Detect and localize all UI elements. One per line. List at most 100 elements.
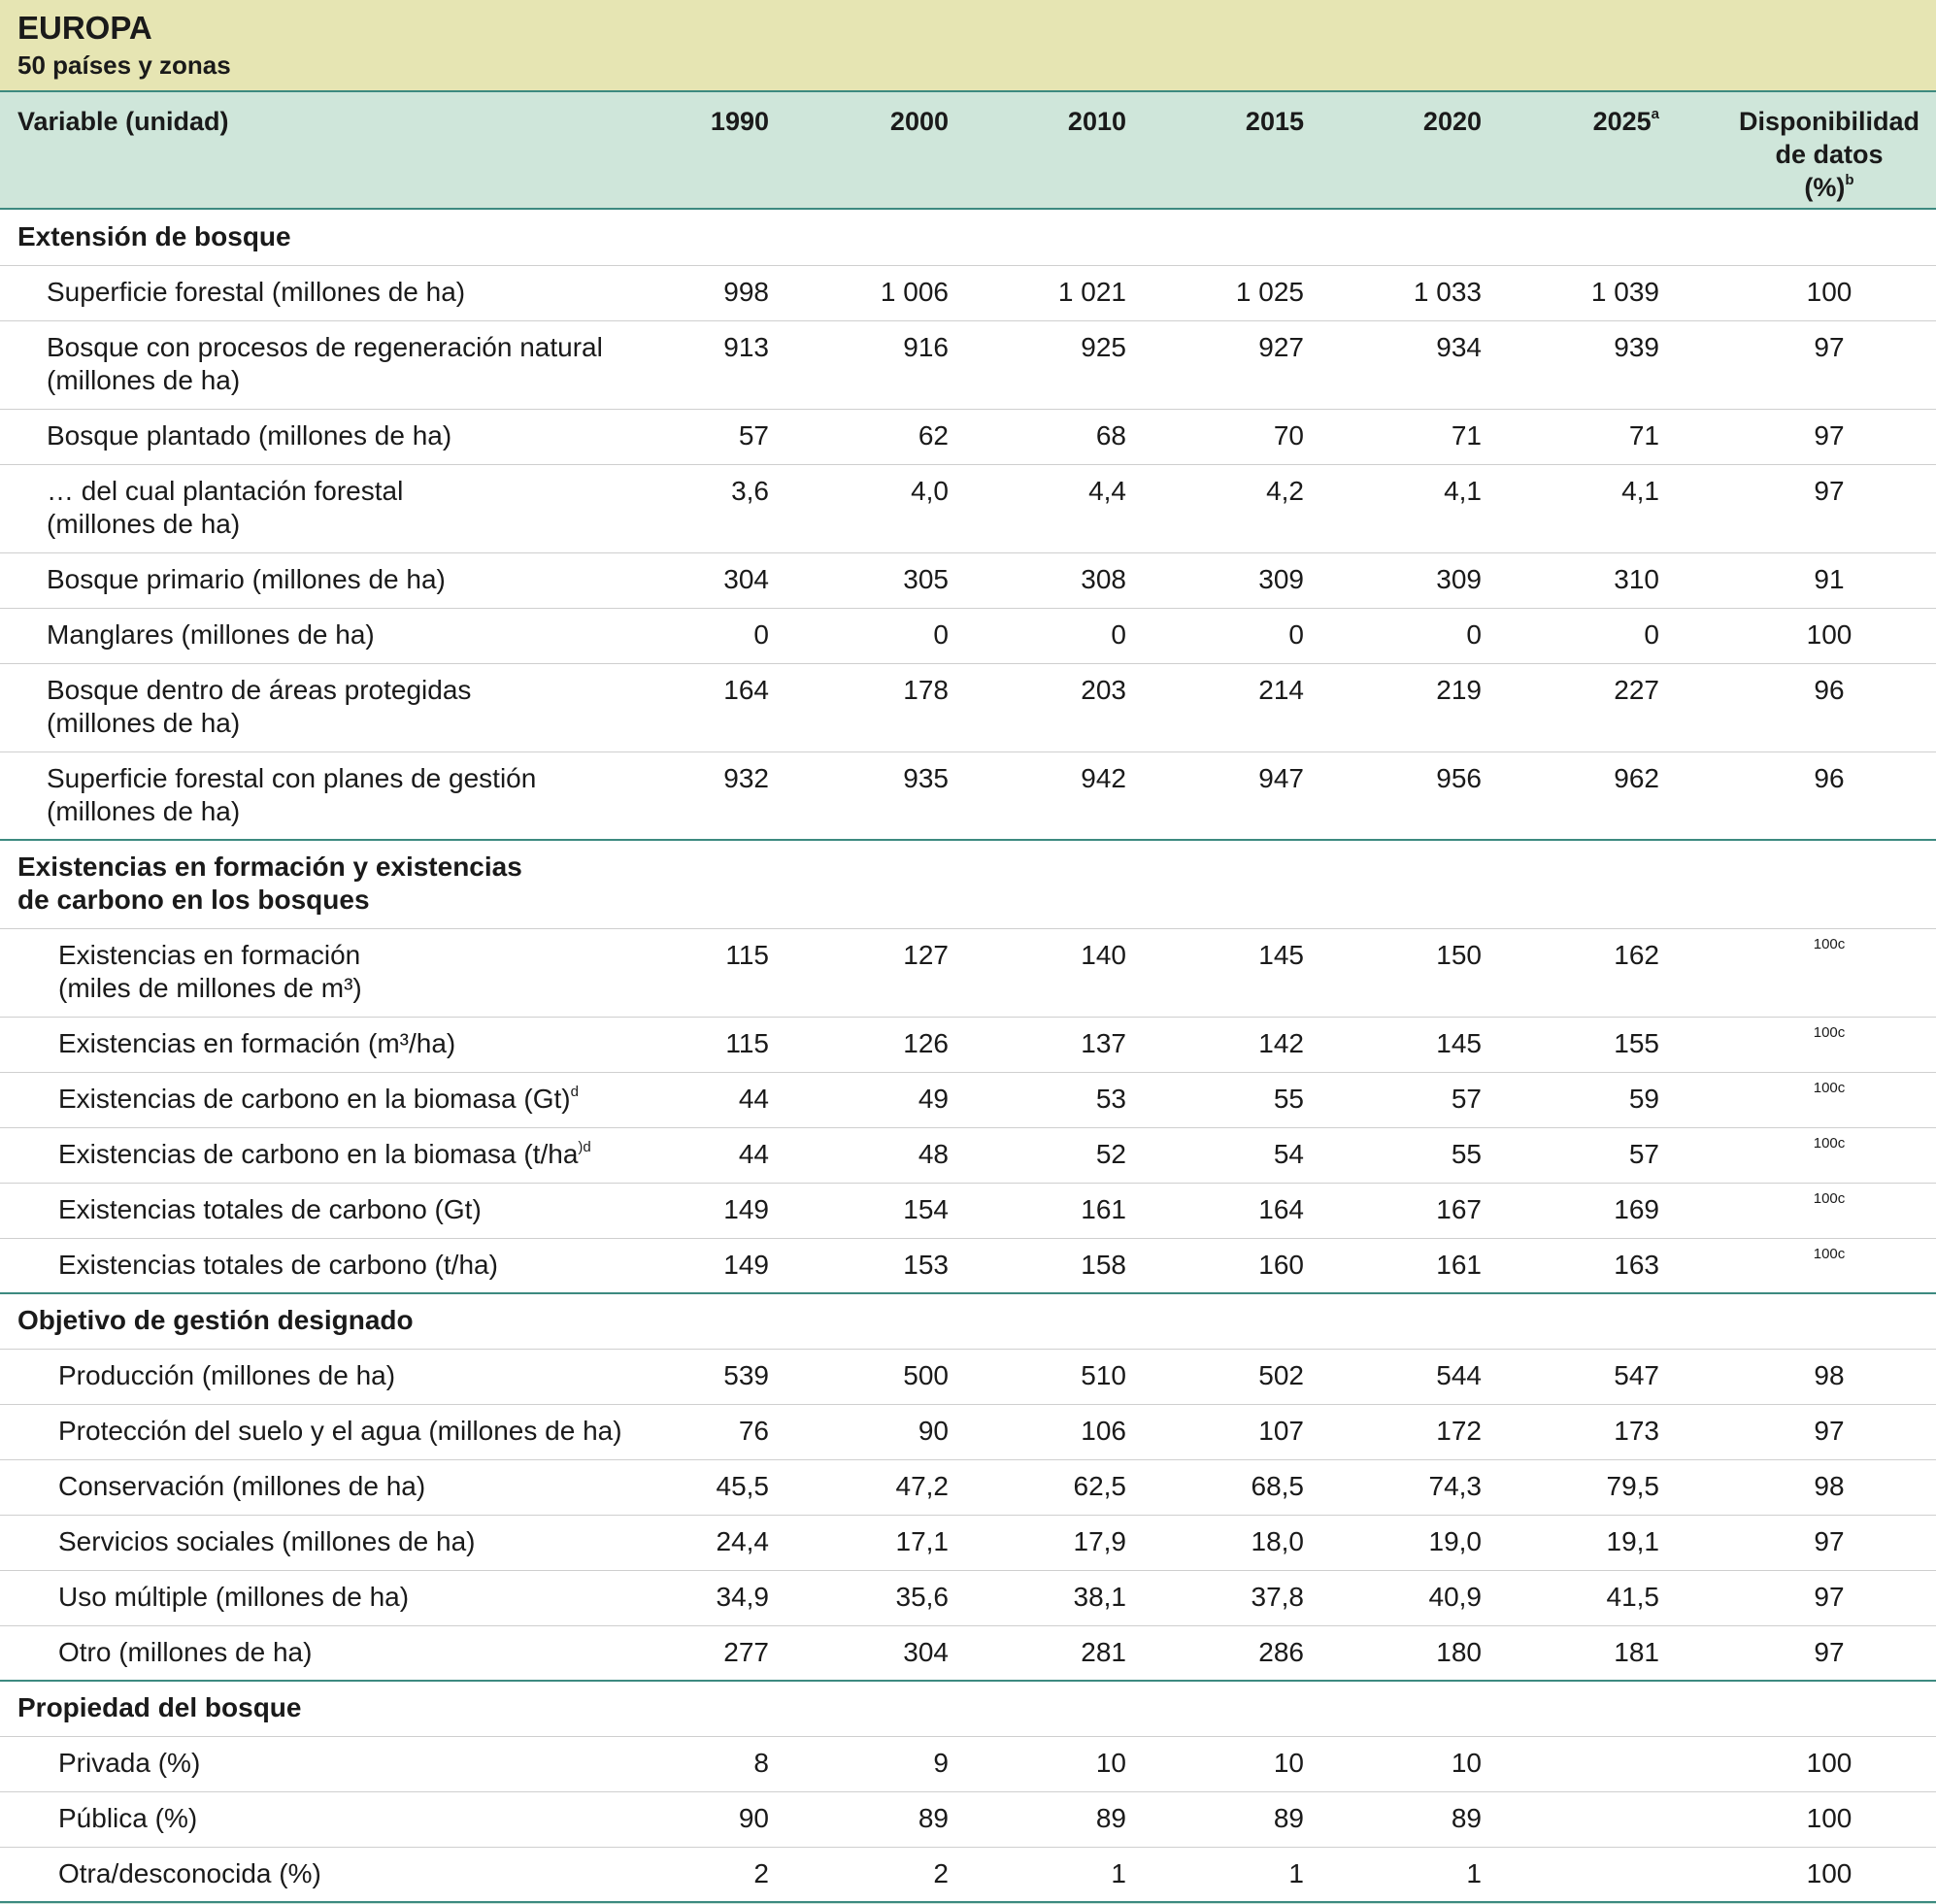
value-cell: 68 [1095, 420, 1126, 451]
value-cell: 227 [1614, 675, 1659, 705]
value-cell: 934 [1436, 332, 1482, 362]
label-line: (millones de ha) [47, 509, 241, 539]
section-rule [0, 839, 1936, 841]
label-line: Superficie forestal con planes de gestió… [47, 763, 537, 793]
value-cell: 1 006 [880, 277, 949, 307]
value-cell: 0 [1288, 619, 1304, 650]
value-cell: 164 [723, 675, 769, 705]
row-label: Bosque plantado (millones de ha) [47, 419, 451, 452]
availability-cell: 97 [1814, 332, 1845, 362]
value-cell: 925 [1081, 332, 1126, 362]
value-cell: 57 [738, 420, 769, 451]
row-label: Servicios sociales (millones de ha) [58, 1525, 476, 1558]
value-cell: 0 [753, 619, 769, 650]
label-line: … del cual plantación forestal [47, 476, 404, 506]
label-line: Bosque plantado (millones de ha) [47, 420, 452, 451]
row-label: Manglares (millones de ha) [47, 618, 375, 651]
header-line: 2020 [1422, 107, 1482, 136]
availability-cell: 100c [1813, 1135, 1846, 1152]
row-label: Existencias de carbono en la biomasa (Gt… [58, 1083, 579, 1116]
value-cell: 203 [1081, 675, 1126, 705]
section-title-line: de carbono en los bosques [17, 885, 370, 915]
value-cell: 219 [1436, 675, 1482, 705]
value-cell: 309 [1436, 564, 1482, 594]
availability-cell: 97 [1814, 420, 1845, 451]
row-rule [0, 1017, 1936, 1018]
value-cell: 172 [1436, 1416, 1482, 1446]
value-cell: 70 [1273, 420, 1304, 451]
value-cell: 145 [1258, 940, 1304, 970]
label-line: (miles de millones de m³) [58, 973, 362, 1003]
availability-cell: 100c [1813, 1080, 1846, 1096]
value-cell: 309 [1258, 564, 1304, 594]
value-cell: 1 021 [1057, 277, 1126, 307]
availability-cell: 100 [1806, 1803, 1853, 1833]
value-cell: 154 [903, 1194, 949, 1224]
value-cell: 1 033 [1413, 277, 1482, 307]
row-rule [0, 1072, 1936, 1073]
row-rule [0, 1349, 1936, 1350]
value-cell: 947 [1258, 763, 1304, 793]
availability-cell: 100c [1813, 1024, 1846, 1041]
value-cell: 173 [1614, 1416, 1659, 1446]
row-label: Otra/desconocida (%) [58, 1857, 321, 1890]
availability-cell: 91 [1814, 564, 1845, 594]
label-line: Protección del suelo y el agua (millones… [58, 1416, 622, 1446]
value-cell: 502 [1258, 1360, 1304, 1390]
header-line: (%)b [1804, 172, 1854, 202]
row-rule [0, 1127, 1936, 1128]
row-label: Conservación (millones de ha) [58, 1470, 425, 1503]
subtitle: 50 países y zonas [17, 50, 231, 80]
value-cell: 145 [1436, 1028, 1482, 1058]
availability-cell: 97 [1814, 1526, 1845, 1556]
label-line: Existencias de carbono en la biomasa (t/… [58, 1139, 591, 1169]
value-cell: 286 [1258, 1637, 1304, 1667]
value-cell: 927 [1258, 332, 1304, 362]
row-label: Otro (millones de ha) [58, 1636, 312, 1669]
value-cell: 500 [903, 1360, 949, 1390]
value-cell: 24,4 [716, 1526, 770, 1556]
header-line: 2025a [1592, 106, 1659, 136]
label-line: Servicios sociales (millones de ha) [58, 1526, 476, 1556]
row-label: Pública (%) [58, 1802, 197, 1835]
availability-cell: 97 [1814, 1582, 1845, 1612]
header-line: de datos [1775, 140, 1884, 169]
section-title: Objetivo de gestión designado [17, 1304, 414, 1337]
value-cell: 9 [933, 1748, 949, 1778]
row-label: Uso múltiple (millones de ha) [58, 1581, 409, 1614]
value-cell: 17,9 [1073, 1526, 1127, 1556]
label-line: Privada (%) [58, 1748, 201, 1778]
row-label: Privada (%) [58, 1747, 200, 1780]
bottom-rule [0, 1901, 1936, 1903]
row-rule [0, 1847, 1936, 1848]
value-cell: 547 [1614, 1360, 1659, 1390]
value-cell: 935 [903, 763, 949, 793]
column-header: Disponibilidad de datos (%)b [1722, 105, 1936, 204]
value-cell: 155 [1614, 1028, 1659, 1058]
value-cell: 962 [1614, 763, 1659, 793]
column-header: 2020 [1423, 105, 1482, 138]
label-line: Bosque dentro de áreas protegidas [47, 675, 472, 705]
value-cell: 37,8 [1251, 1582, 1305, 1612]
label-line: Existencias en formación (m³/ha) [58, 1028, 456, 1058]
value-cell: 4,4 [1088, 476, 1126, 506]
value-cell: 916 [903, 332, 949, 362]
row-label: Existencias de carbono en la biomasa (t/… [58, 1138, 591, 1171]
value-cell: 40,9 [1428, 1582, 1483, 1612]
value-cell: 149 [723, 1250, 769, 1280]
label-line: (millones de ha) [47, 796, 241, 826]
value-cell: 0 [1111, 619, 1126, 650]
value-cell: 53 [1095, 1084, 1126, 1114]
availability-cell: 100 [1806, 1858, 1853, 1888]
label-line: Uso múltiple (millones de ha) [58, 1582, 410, 1612]
footnote-mark: a [1651, 106, 1659, 122]
value-cell: 180 [1436, 1637, 1482, 1667]
value-cell: 52 [1095, 1139, 1126, 1169]
value-cell: 942 [1081, 763, 1126, 793]
value-cell: 305 [903, 564, 949, 594]
availability-cell: 96 [1814, 675, 1845, 705]
label-line: Otra/desconocida (%) [58, 1858, 321, 1888]
value-cell: 932 [723, 763, 769, 793]
value-cell: 1 039 [1590, 277, 1659, 307]
